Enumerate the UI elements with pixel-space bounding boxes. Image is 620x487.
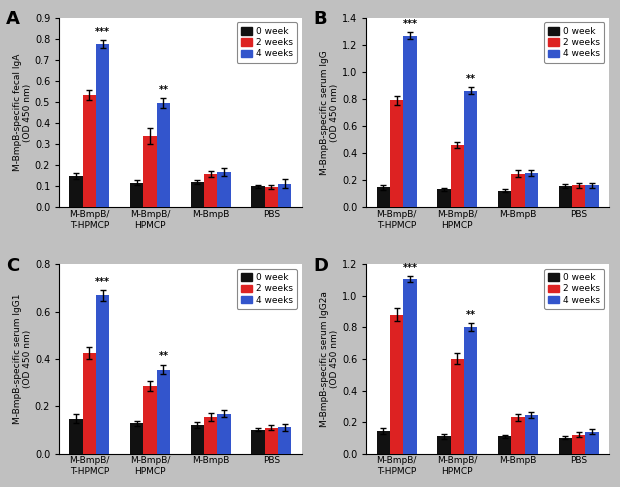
Bar: [143, 386, 157, 454]
Bar: [464, 327, 477, 454]
Bar: [464, 91, 477, 207]
Text: ***: ***: [95, 277, 110, 287]
Text: **: **: [159, 352, 169, 361]
Text: C: C: [6, 257, 19, 275]
Bar: [83, 95, 96, 207]
Bar: [498, 190, 511, 207]
Bar: [191, 182, 204, 207]
Bar: [585, 431, 598, 454]
Bar: [404, 279, 417, 454]
Bar: [525, 173, 538, 207]
Y-axis label: M-BmpB-specific serum IgG1
(OD 450 nm): M-BmpB-specific serum IgG1 (OD 450 nm): [12, 294, 32, 424]
Y-axis label: M-BmpB-specific serum IgG2a
(OD 450 nm): M-BmpB-specific serum IgG2a (OD 450 nm): [320, 291, 339, 427]
Bar: [130, 423, 143, 454]
Text: D: D: [313, 257, 328, 275]
Text: A: A: [6, 10, 20, 28]
Y-axis label: M-BmpB-specific fecal IgA
(OD 450 nm): M-BmpB-specific fecal IgA (OD 450 nm): [12, 54, 32, 171]
Bar: [251, 187, 265, 207]
Bar: [69, 419, 83, 454]
Bar: [404, 36, 417, 207]
Legend: 0 week, 2 weeks, 4 weeks: 0 week, 2 weeks, 4 weeks: [544, 22, 604, 63]
Bar: [157, 103, 170, 207]
Y-axis label: M-BmpB-specific serum IgG
(OD 450 nm): M-BmpB-specific serum IgG (OD 450 nm): [320, 50, 339, 175]
Bar: [451, 145, 464, 207]
Bar: [96, 44, 110, 207]
Bar: [218, 172, 231, 207]
Bar: [191, 425, 204, 454]
Bar: [83, 353, 96, 454]
Bar: [390, 315, 404, 454]
Legend: 0 week, 2 weeks, 4 weeks: 0 week, 2 weeks, 4 weeks: [237, 269, 297, 309]
Text: **: **: [466, 74, 476, 84]
Bar: [377, 187, 390, 207]
Bar: [572, 435, 585, 454]
Bar: [157, 370, 170, 454]
Bar: [204, 417, 218, 454]
Bar: [96, 296, 110, 454]
Bar: [204, 174, 218, 207]
Bar: [390, 100, 404, 207]
Bar: [265, 428, 278, 454]
Bar: [437, 189, 451, 207]
Bar: [525, 415, 538, 454]
Bar: [498, 436, 511, 454]
Bar: [559, 438, 572, 454]
Bar: [559, 186, 572, 207]
Bar: [278, 184, 291, 207]
Bar: [143, 136, 157, 207]
Bar: [512, 173, 525, 207]
Legend: 0 week, 2 weeks, 4 weeks: 0 week, 2 weeks, 4 weeks: [544, 269, 604, 309]
Legend: 0 week, 2 weeks, 4 weeks: 0 week, 2 weeks, 4 weeks: [237, 22, 297, 63]
Bar: [251, 430, 265, 454]
Text: ***: ***: [402, 262, 417, 273]
Bar: [572, 186, 585, 207]
Bar: [278, 427, 291, 454]
Bar: [451, 359, 464, 454]
Bar: [69, 176, 83, 207]
Bar: [130, 183, 143, 207]
Text: **: **: [466, 310, 476, 320]
Text: B: B: [313, 10, 327, 28]
Text: **: **: [159, 85, 169, 94]
Bar: [512, 417, 525, 454]
Bar: [585, 186, 598, 207]
Text: ***: ***: [95, 27, 110, 37]
Text: ***: ***: [402, 19, 417, 29]
Bar: [218, 414, 231, 454]
Bar: [437, 436, 451, 454]
Bar: [377, 431, 390, 454]
Bar: [265, 187, 278, 207]
